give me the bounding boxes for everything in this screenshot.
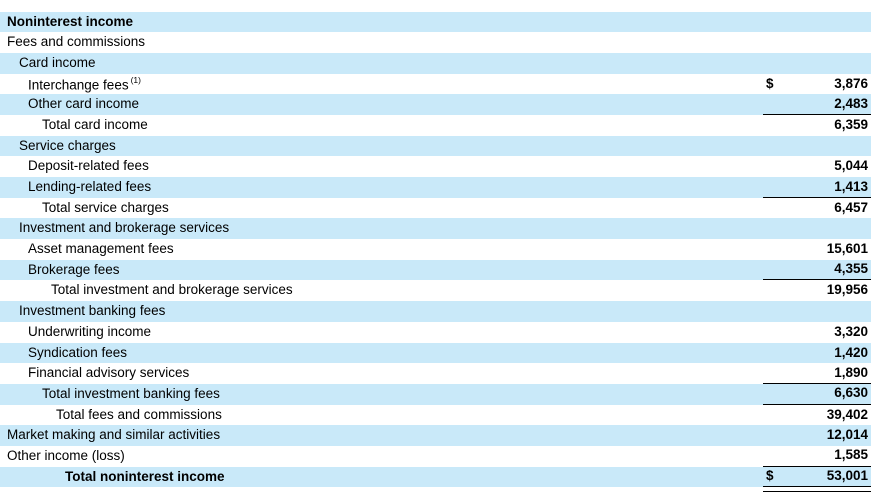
row-value-cell: $53,001 [763, 467, 871, 488]
row-label: Other card income [28, 96, 140, 112]
row-label: Investment banking fees [19, 303, 166, 319]
row-value-cell: 4,355 [763, 260, 871, 281]
row-label: Total card income [42, 116, 148, 132]
row-label: Fees and commissions [7, 34, 146, 50]
row-value-cell: 12,014 [763, 425, 871, 446]
table-row: Total investment and brokerage services 1… [0, 280, 871, 302]
table-row: Market making and similar activities 12,0… [0, 425, 871, 446]
table-row: Service charges [0, 135, 871, 157]
row-label: Total noninterest income [65, 468, 225, 484]
row-value: 3,876 [834, 75, 868, 91]
row-label: Market making and similar activities [7, 427, 221, 443]
row-value-cell: 1,420 [763, 343, 871, 364]
table-row: Total noninterest income $53,001 [0, 466, 871, 488]
row-value: 1,413 [834, 178, 868, 194]
table-row: Investment and brokerage services [0, 218, 871, 240]
row-value-cell: 2,483 [763, 94, 871, 115]
row-value-cell: 1,413 [763, 177, 871, 198]
row-label: Deposit-related fees [28, 158, 149, 174]
row-label: Brokerage fees [28, 261, 120, 277]
row-label: Financial advisory services [28, 365, 190, 381]
double-rule [763, 490, 871, 492]
table-row: Investment banking fees [0, 301, 871, 322]
row-value: 53,001 [826, 468, 868, 484]
row-label: Lending-related fees [28, 179, 152, 194]
row-value: 2,483 [834, 95, 868, 111]
row-label: Total fees and commissions [56, 406, 222, 422]
row-label: Syndication fees [28, 344, 128, 360]
table-row: Brokerage fees 4,355 [0, 259, 871, 281]
row-value: 39,402 [826, 406, 868, 422]
row-value-cell: 6,630 [763, 384, 871, 405]
row-label: Noninterest income [7, 13, 134, 29]
row-label: Service charges [19, 137, 116, 153]
table-row: Financial advisory services 1,890 [0, 363, 871, 384]
row-value-cell [763, 12, 871, 33]
table-row: Total service charges 6,457 [0, 197, 871, 219]
row-value: 15,601 [826, 241, 868, 257]
row-label: Total investment banking fees [42, 385, 220, 401]
row-value: 6,457 [834, 199, 868, 215]
table-row: Total card income 6,359 [0, 114, 871, 136]
row-value: 4,355 [834, 261, 868, 277]
table-row: Interchange fees (1) $3,876 [0, 73, 871, 95]
row-value: 1,420 [834, 344, 868, 360]
row-label: Card income [19, 54, 96, 70]
row-label: Interchange fees (1) [28, 75, 141, 93]
table-row: Fees and commissions [0, 32, 871, 53]
row-value-cell: 1,585 [763, 446, 871, 467]
table-row: Card income [0, 52, 871, 74]
table-row: Noninterest income [0, 11, 871, 33]
row-label: Total investment and brokerage services [51, 282, 293, 298]
row-value-cell [763, 32, 871, 53]
row-value: 6,359 [834, 116, 868, 132]
row-value-cell: 1,890 [763, 363, 871, 384]
row-value-cell [763, 301, 871, 322]
row-value-cell: 19,956 [763, 280, 871, 301]
currency-symbol: $ [766, 75, 774, 91]
table-row: Asset management fees 15,601 [0, 239, 871, 260]
currency-symbol: $ [766, 468, 774, 484]
table-row: Deposit-related fees 5,044 [0, 156, 871, 177]
row-value-cell: 5,044 [763, 156, 871, 177]
table-row: Other income (loss) 1,585 [0, 445, 871, 467]
row-label: Other income (loss) [7, 447, 125, 463]
row-label: Asset management fees [28, 241, 174, 257]
row-value: 19,956 [826, 282, 868, 298]
table-row: Total investment banking fees 6,630 [0, 383, 871, 405]
row-value-cell: 15,601 [763, 239, 871, 260]
footnote-marker: (1) [130, 75, 141, 86]
noninterest-income-table: Noninterest income Fees and commissions Ca… [0, 11, 871, 488]
row-value-cell [763, 53, 871, 74]
row-value: 12,014 [826, 427, 868, 443]
row-value-cell: 6,457 [763, 198, 871, 219]
row-label: Total service charges [42, 199, 169, 215]
row-value-cell: 39,402 [763, 405, 871, 426]
row-label: Investment and brokerage services [19, 220, 230, 236]
row-value: 1,890 [834, 364, 868, 380]
row-value-cell [763, 136, 871, 157]
row-label: Underwriting income [28, 323, 152, 339]
table-row: Other card income 2,483 [0, 94, 871, 115]
table-row: Underwriting income 3,320 [0, 321, 871, 343]
row-value-cell: $3,876 [763, 74, 871, 95]
row-value: 3,320 [834, 323, 868, 339]
row-value: 5,044 [834, 158, 868, 174]
row-value-cell: 3,320 [763, 322, 871, 343]
table-row: Total fees and commissions 39,402 [0, 404, 871, 426]
table-row: Syndication fees 1,420 [0, 342, 871, 364]
row-value: 6,630 [834, 385, 868, 401]
row-value-cell [763, 218, 871, 239]
row-value-cell: 6,359 [763, 115, 871, 136]
row-value: 1,585 [834, 447, 868, 463]
table-row: Lending-related fees 1,413 [0, 177, 871, 198]
